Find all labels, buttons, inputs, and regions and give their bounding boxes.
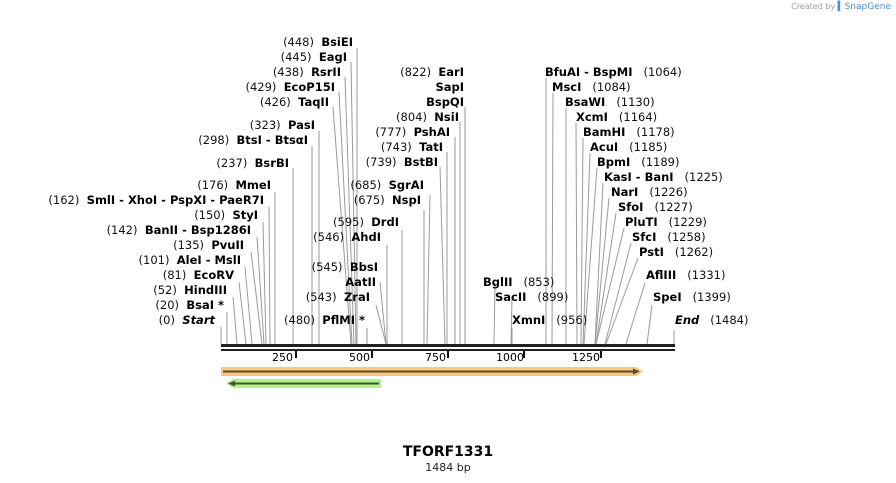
site-label[interactable]: KasI - BanI (1225) <box>604 170 723 184</box>
site-label[interactable]: PluTI (1229) <box>625 215 707 229</box>
site-label[interactable]: (595) DrdI <box>333 215 399 229</box>
ruler-tick-500: 500 <box>349 351 370 364</box>
reverse-feature-arrow[interactable] <box>226 379 381 388</box>
site-label[interactable]: (804) NsiI <box>396 110 459 124</box>
site-label[interactable]: (739) BstBI <box>365 155 438 169</box>
site-label[interactable]: SfcI (1258) <box>632 230 706 244</box>
site-label[interactable]: BglII (853) <box>483 275 555 289</box>
site-label[interactable]: XmnI (956) <box>512 313 588 327</box>
site-label[interactable]: (429) EcoP15I <box>245 80 335 94</box>
site-label[interactable]: (162) SmlI - XhoI - PspXI - PaeR7I <box>48 193 264 207</box>
site-label[interactable]: (142) BanII - Bsp1286I <box>106 223 251 237</box>
site-label[interactable]: (20) BsaI * <box>155 298 224 312</box>
site-label[interactable]: (822) EarI <box>400 65 464 79</box>
ruler-tick-1250: 1250 <box>572 351 600 364</box>
site-label[interactable]: (237) BsrBI <box>216 156 289 170</box>
start-label: (0) Start <box>158 313 215 327</box>
site-label[interactable]: AflIII (1331) <box>646 268 726 282</box>
site-label[interactable]: BpmI (1189) <box>597 155 680 169</box>
site-label[interactable]: PstI (1262) <box>639 245 714 259</box>
ruler-tick-250: 250 <box>272 351 293 364</box>
site-label[interactable]: (480) PflMI * <box>284 313 365 327</box>
map-length: 1484 bp <box>425 461 471 474</box>
site-label[interactable]: (323) PasI <box>249 118 315 132</box>
site-label[interactable]: BspQI <box>426 95 464 109</box>
site-label[interactable]: BsaWI (1130) <box>565 95 655 109</box>
site-label[interactable]: (743) TatI <box>380 140 443 154</box>
site-label[interactable]: (777) PshAI <box>375 125 450 139</box>
site-label[interactable]: (426) TaqII <box>259 95 329 109</box>
end-label: End (1484) <box>675 313 749 327</box>
site-label[interactable]: (81) EcoRV <box>162 268 234 282</box>
site-label[interactable]: BfuAI - BspMI (1064) <box>545 65 682 79</box>
forward-feature-arrow[interactable] <box>221 367 643 376</box>
site-label[interactable]: (150) StyI <box>194 208 258 222</box>
snapgene-logo-icon: ▍ <box>837 2 845 12</box>
sequence-backbone <box>221 344 675 351</box>
site-label[interactable]: MscI (1084) <box>552 80 631 94</box>
site-label[interactable]: (445) EagI <box>280 50 347 64</box>
snapgene-credit: Created by ▍SnapGene <box>791 2 891 12</box>
site-label[interactable]: XcmI (1164) <box>576 110 658 124</box>
site-label[interactable]: BamHI (1178) <box>583 125 675 139</box>
credit-prefix: Created by <box>791 2 836 11</box>
site-label[interactable]: AatII <box>345 275 376 289</box>
site-label[interactable]: (52) HindIII <box>153 283 227 297</box>
site-label[interactable]: (545) BbsI <box>311 260 378 274</box>
site-label[interactable]: (298) BtsI - BtsαI <box>198 133 308 147</box>
site-label[interactable]: (101) AleI - MslI <box>138 253 241 267</box>
ruler-tick-750: 750 <box>425 351 446 364</box>
site-label[interactable]: (135) PvuII <box>173 238 244 252</box>
site-label[interactable]: (438) RsrII <box>272 65 341 79</box>
ruler-tick-1000: 1000 <box>496 351 524 364</box>
credit-brand: SnapGene <box>844 2 891 12</box>
site-label[interactable]: NarI (1226) <box>611 185 688 199</box>
site-leader-lines <box>220 48 675 345</box>
site-label[interactable]: (546) AhdI <box>313 230 381 244</box>
map-title: TFORF1331 <box>402 444 494 460</box>
site-label[interactable]: SapI <box>435 80 464 94</box>
site-label[interactable]: SfoI (1227) <box>618 200 693 214</box>
site-label[interactable]: (543) ZraI <box>305 290 370 304</box>
site-label[interactable]: (176) MmeI <box>197 178 271 192</box>
ruler-ticks <box>295 351 602 358</box>
site-label[interactable]: SacII (899) <box>495 290 569 304</box>
site-label[interactable]: SpeI (1399) <box>653 290 731 304</box>
site-label[interactable]: (675) NspI <box>353 193 421 207</box>
site-label[interactable]: AcuI (1185) <box>590 140 668 154</box>
site-label[interactable]: (685) SgrAI <box>350 178 424 192</box>
site-label[interactable]: (448) BsiEI <box>283 35 353 49</box>
